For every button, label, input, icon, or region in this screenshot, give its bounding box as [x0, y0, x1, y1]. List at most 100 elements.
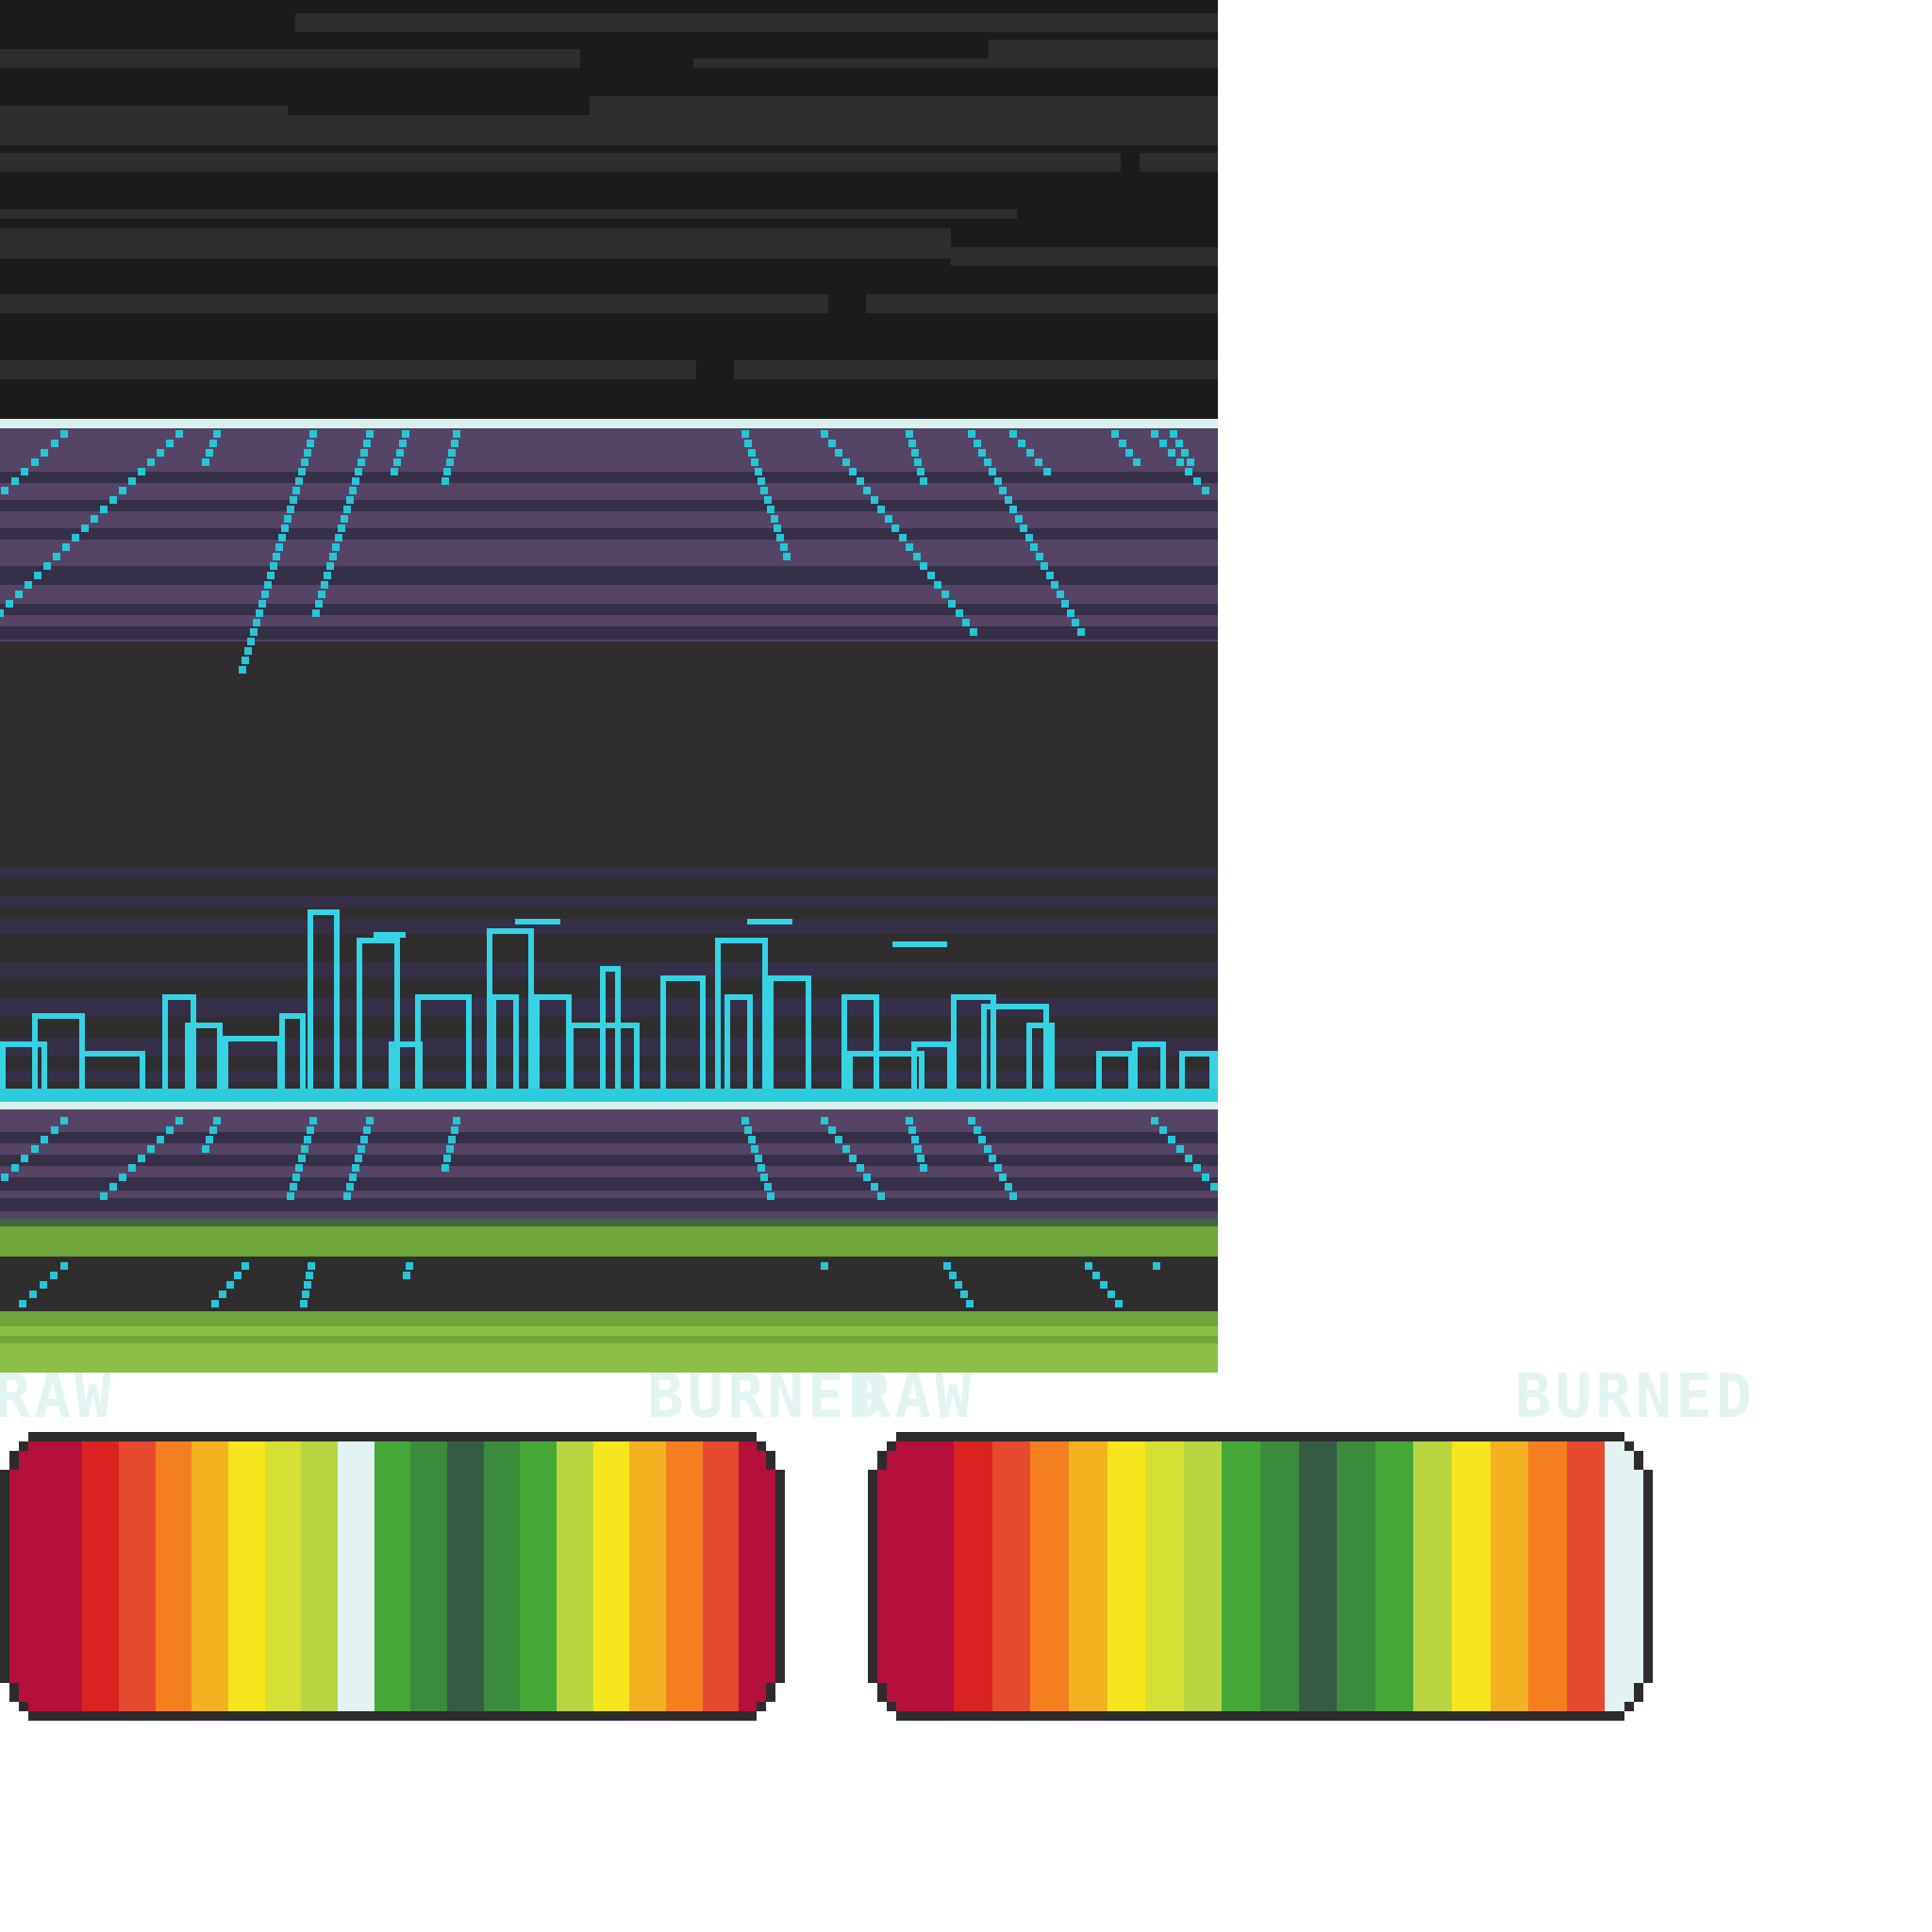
raw-meter-corner: [19, 1702, 28, 1711]
haze-stripe: [0, 500, 1218, 511]
rain-drop: [309, 430, 317, 438]
grass-top-shadow: [0, 1219, 1218, 1226]
rain-drop: [21, 468, 28, 475]
skyline-roof: [911, 1041, 953, 1047]
raw-gradient-bar: [0, 1432, 785, 1721]
rain-drop: [441, 477, 449, 485]
burned-meter-corner: [1624, 1441, 1634, 1451]
sky-cloud-band: [951, 247, 1218, 266]
rain-drop: [11, 1164, 19, 1172]
rain-drop: [270, 562, 277, 570]
rain-drop: [1067, 609, 1074, 617]
skyline-roof: [951, 994, 996, 1000]
skyline-wall: [308, 909, 313, 1091]
rain-drop: [31, 1145, 39, 1153]
rain-drop: [446, 1145, 454, 1153]
skyline-roof: [0, 1041, 47, 1047]
haze-stripe: [0, 528, 1218, 540]
rain-drop: [949, 1272, 957, 1279]
raw-meter-stripe: [28, 1441, 46, 1451]
raw-meter-corner: [757, 1702, 766, 1711]
backdrop-stripe: [0, 1038, 1218, 1057]
rain-drop: [128, 1164, 136, 1172]
rain-drop: [1009, 506, 1017, 513]
rain-drop: [914, 458, 922, 466]
rain-drop: [321, 581, 328, 589]
rain-drop: [1077, 628, 1085, 636]
rain-drop: [242, 1262, 249, 1270]
rain-drop: [281, 525, 289, 532]
rain-drop: [25, 581, 32, 589]
rain-drop: [1085, 1262, 1092, 1270]
rain-drop: [755, 1155, 762, 1162]
skyline-wall: [140, 1051, 145, 1091]
rain-drop: [1057, 591, 1064, 598]
skyline-roof: [279, 1013, 306, 1019]
rain-drop: [219, 1291, 226, 1298]
rain-drop: [828, 440, 836, 447]
rain-drop: [974, 440, 981, 447]
skyline-wall: [466, 994, 472, 1091]
rain-drop: [264, 581, 272, 589]
rain-drop: [821, 1117, 828, 1124]
skyline-roof: [534, 994, 572, 1000]
rain-drop: [857, 1164, 864, 1172]
rain-drop: [1181, 449, 1189, 457]
rain-drop: [906, 1117, 913, 1124]
rain-drop: [402, 430, 409, 438]
sky-cloud-band: [989, 40, 1218, 68]
rain-drop: [301, 458, 308, 466]
skyline-dome: [892, 941, 947, 947]
rain-drop: [244, 647, 252, 655]
rain-drop: [341, 515, 348, 523]
rain-drop: [15, 591, 23, 598]
backdrop-stripe: [0, 896, 1218, 908]
rain-drop: [908, 440, 916, 447]
rain-drop: [349, 487, 357, 494]
rain-drop: [109, 496, 117, 504]
rain-drop: [393, 458, 401, 466]
backdrop-stripe: [0, 1071, 1218, 1082]
rain-drop: [744, 440, 752, 447]
raw-meter-stripe: [666, 1441, 703, 1711]
burned-meter-stripe: [916, 1441, 954, 1711]
burned-meter-stripe: [1299, 1441, 1337, 1711]
burned-meter-corner: [887, 1702, 896, 1711]
grass-band-upper: [0, 1226, 1218, 1257]
skyline-wall: [42, 1041, 47, 1091]
sky-cloud-band: [0, 209, 1017, 219]
skyline-wall: [1212, 1051, 1218, 1091]
rain-drop: [956, 609, 963, 617]
meter-label-burned: BURNED: [647, 1362, 889, 1432]
sky-cloud-band: [734, 360, 1218, 379]
rain-drop: [324, 572, 331, 579]
rain-drop: [138, 1155, 145, 1162]
burned-meter-stripe: [992, 1441, 1030, 1711]
rain-drop: [175, 1117, 183, 1124]
skyline-roof: [32, 1013, 85, 1019]
rain-drop: [1108, 1291, 1115, 1298]
rain-drop: [989, 1155, 996, 1162]
burned-meter-stripe: [1605, 1702, 1624, 1711]
rain-drop: [399, 440, 407, 447]
rain-drop: [871, 1183, 878, 1191]
rain-drop: [278, 534, 286, 541]
rain-drop: [391, 468, 398, 475]
haze-stripe: [0, 566, 1218, 585]
rain-drop: [355, 468, 362, 475]
rain-drop: [138, 468, 145, 475]
rain-drop: [828, 1126, 836, 1134]
burned-meter-stripe: [1184, 1441, 1222, 1711]
burned-meter-stripe: [1491, 1441, 1528, 1711]
rain-drop: [284, 515, 291, 523]
rain-drop: [292, 487, 300, 494]
rain-drop: [332, 543, 340, 551]
tilesheet-canvas: [0, 0, 1218, 1373]
rain-drop: [396, 449, 404, 457]
rain-drop: [29, 1291, 37, 1298]
rain-drop: [1151, 1117, 1158, 1124]
raw-meter-stripe: [447, 1441, 484, 1711]
raw-meter-outline-top: [28, 1432, 757, 1441]
burned-meter-outline-top: [896, 1432, 1624, 1441]
sky-cloud-band: [0, 106, 288, 115]
